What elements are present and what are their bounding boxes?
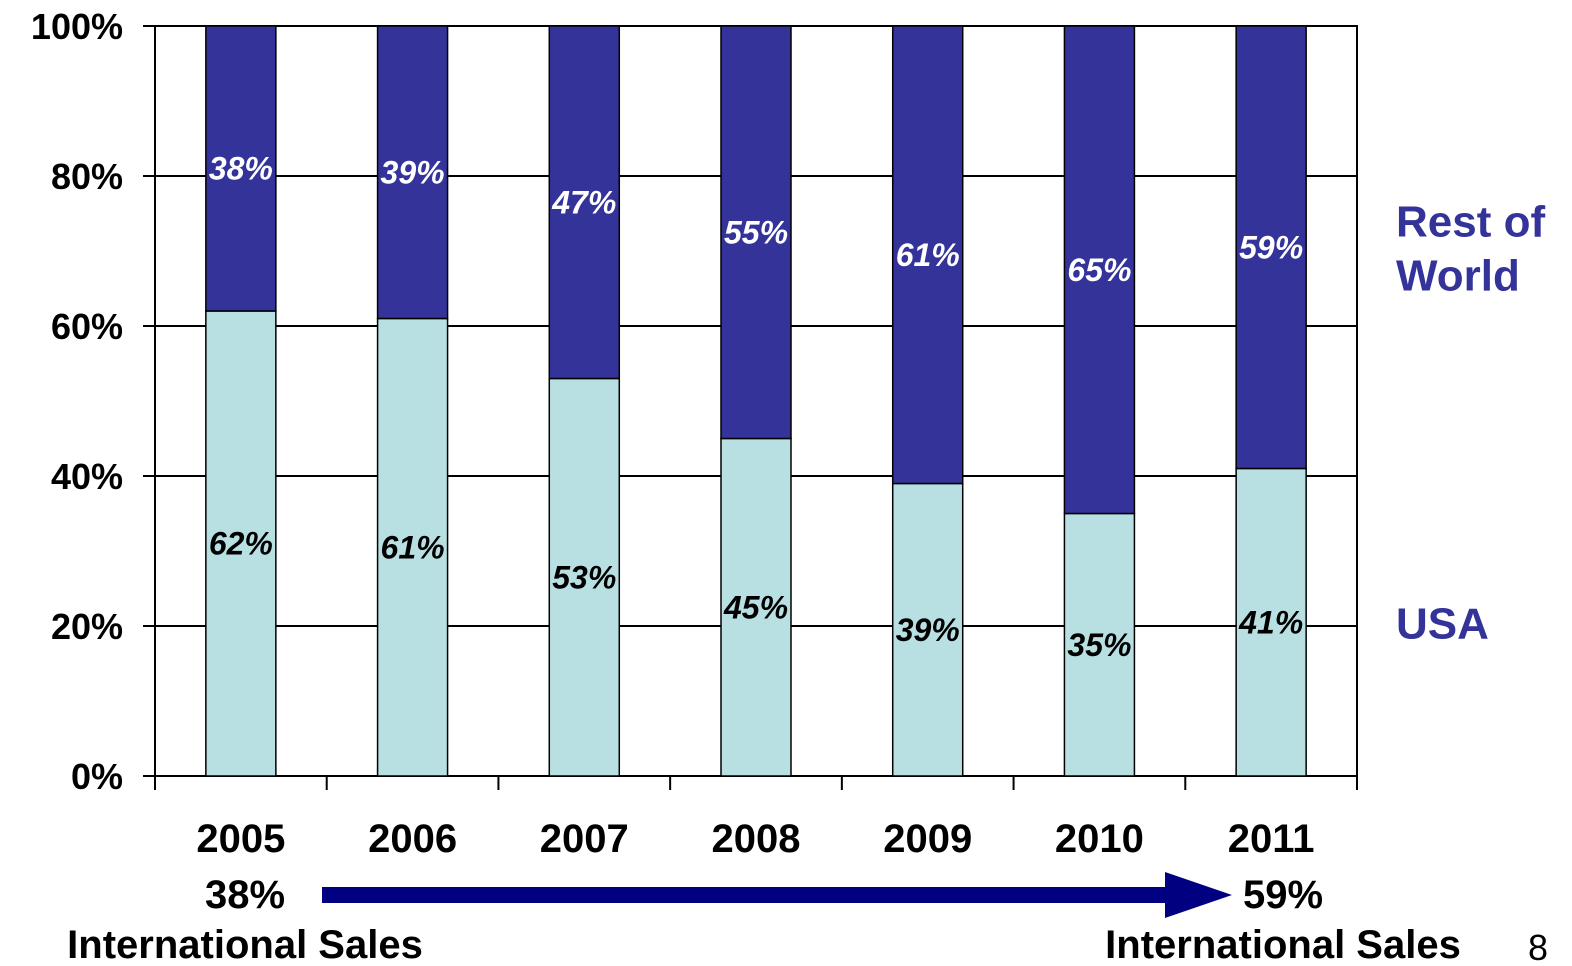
data-label: 61% — [896, 237, 960, 273]
end-label: International Sales — [1105, 923, 1461, 966]
axes: 0% 20% 40% 60% 80% 100% 2005 2006 2007 2008 2009 20… — [31, 6, 1358, 861]
bar-rest-of-world-2006 — [376, 25, 449, 320]
data-label: 65% — [1067, 252, 1131, 288]
x-tick-label: 2011 — [1228, 817, 1315, 861]
bar-rest-of-world-2010 — [1063, 25, 1136, 515]
bar-rest-of-world-2008 — [720, 25, 792, 440]
legend-entry-line: USA — [1396, 599, 1489, 648]
data-label: 39% — [381, 154, 445, 190]
x-tick-label: 2010 — [1055, 817, 1144, 861]
bar-usa-2007 — [548, 377, 621, 777]
x-tick-label: 2005 — [196, 817, 285, 861]
y-tick-label: 20% — [51, 606, 123, 647]
bar-usa-2008 — [720, 437, 792, 777]
data-label: 47% — [551, 184, 616, 220]
legend-entry-line: Rest of — [1396, 197, 1545, 246]
annotations: 38% International Sales 59% Internationa… — [67, 872, 1548, 966]
data-label: 41% — [1238, 604, 1303, 640]
start-value: 38% — [205, 873, 285, 917]
y-tick-label: 60% — [51, 306, 123, 347]
data-label: 55% — [724, 214, 788, 250]
data-label: 35% — [1067, 627, 1131, 663]
y-tick-label: 100% — [31, 6, 123, 47]
data-labels: 62% 38% 61% 39% 53% 47% 45% 55% 39% 61% 35% 65% 41% 5… — [209, 151, 1303, 663]
data-label: 59% — [1239, 229, 1303, 265]
y-tick-label: 80% — [51, 156, 123, 197]
bar-rest-of-world-2009 — [891, 25, 964, 485]
x-tick-label: 2009 — [883, 817, 972, 861]
y-tick-label: 40% — [51, 456, 123, 497]
bar-usa-2011 — [1235, 467, 1307, 777]
bar-usa-2006 — [376, 317, 449, 777]
x-tick-label: 2008 — [712, 817, 801, 861]
data-label: 45% — [723, 589, 788, 625]
bar-rest-of-world-2005 — [205, 25, 277, 312]
data-label: 61% — [381, 529, 445, 565]
bar-usa-2010 — [1063, 512, 1136, 777]
data-label: 38% — [209, 151, 273, 187]
data-label: 62% — [209, 526, 273, 562]
data-label: 39% — [896, 612, 960, 648]
x-tick-label: 2006 — [368, 817, 457, 861]
legend-entry-line: World — [1396, 251, 1520, 300]
end-value: 59% — [1243, 873, 1323, 917]
x-tick-label: 2007 — [540, 817, 629, 861]
bar-rest-of-world-2011 — [1235, 25, 1307, 470]
bar-rest-of-world-2007 — [548, 25, 621, 380]
data-label: 53% — [552, 559, 616, 595]
arrow-head — [1165, 872, 1232, 918]
start-label: International Sales — [67, 923, 423, 966]
legend-entry: USA — [1396, 599, 1489, 648]
legend-entry: Rest of World — [1396, 197, 1545, 300]
page-number: 8 — [1528, 927, 1548, 966]
bars — [205, 25, 1307, 777]
y-tick-label: 0% — [71, 756, 123, 797]
legend: Rest of World USA — [1396, 197, 1545, 648]
